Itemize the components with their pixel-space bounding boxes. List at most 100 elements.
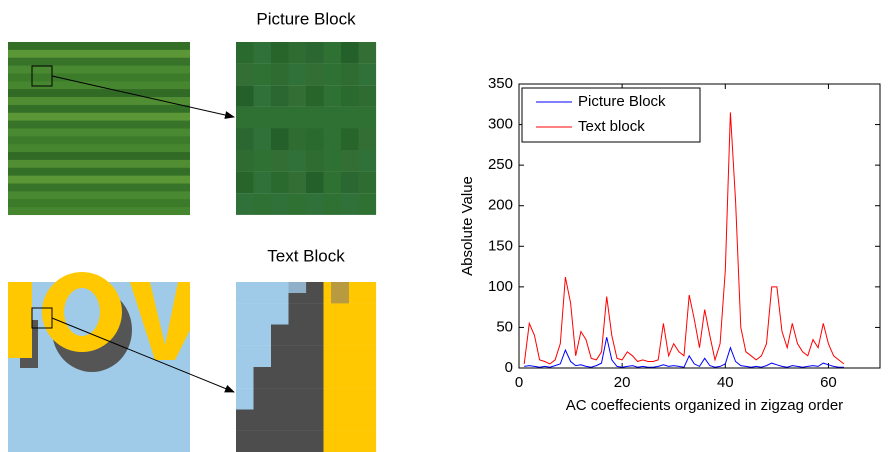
grass-stripe xyxy=(8,121,190,129)
picture-pixel xyxy=(289,107,307,129)
picture-pixel xyxy=(341,85,359,107)
text-pixel xyxy=(306,410,324,431)
text-pixel xyxy=(289,388,307,409)
text-pixel xyxy=(306,325,324,346)
picture-pixel xyxy=(341,193,359,215)
text-pixel xyxy=(289,346,307,367)
legend-label: Text block xyxy=(578,118,645,135)
text-pixel xyxy=(324,367,342,388)
text-pixel xyxy=(324,346,342,367)
text-pixel xyxy=(271,325,289,346)
grass-stripe xyxy=(8,42,190,50)
text-pixel xyxy=(341,346,359,367)
picture-pixel xyxy=(254,193,272,215)
grass-stripe xyxy=(8,81,190,89)
picture-pixel xyxy=(254,64,272,86)
picture-pixel xyxy=(306,172,324,194)
text-pixel xyxy=(359,388,377,409)
picture-pixel xyxy=(236,128,254,150)
x-tick-label: 60 xyxy=(820,374,837,391)
grass-stripe xyxy=(8,152,190,160)
grass-stripe xyxy=(8,105,190,113)
text-pixel xyxy=(236,346,254,367)
text-pixel xyxy=(236,388,254,409)
text-pixel xyxy=(341,367,359,388)
grass-stripe xyxy=(8,50,190,58)
grass-stripe xyxy=(8,199,190,207)
picture-pixel xyxy=(324,150,342,172)
picture-pixel xyxy=(236,150,254,172)
text-pixel xyxy=(289,367,307,388)
picture-pixel xyxy=(271,150,289,172)
text-pixel xyxy=(289,431,307,452)
text-pixel xyxy=(359,431,377,452)
grass-stripe xyxy=(8,207,190,215)
text-pixel xyxy=(254,346,272,367)
x-axis-label: AC coeffecients organized in zigzag orde… xyxy=(566,397,843,414)
text-pixel xyxy=(289,282,307,293)
text-pixel xyxy=(359,410,377,431)
picture-pixel xyxy=(236,85,254,107)
text-pixel xyxy=(254,325,272,346)
picture-pixel xyxy=(306,128,324,150)
picture-pixel xyxy=(289,193,307,215)
text-pixel xyxy=(254,367,272,388)
y-tick-label: 350 xyxy=(488,75,513,92)
picture-pixel xyxy=(289,128,307,150)
x-tick-label: 40 xyxy=(717,374,734,391)
picture-pixel xyxy=(341,172,359,194)
text-pixel xyxy=(236,367,254,388)
picture-pixel xyxy=(306,193,324,215)
picture-pixel xyxy=(289,85,307,107)
text-pixel xyxy=(236,303,254,324)
text-pixel xyxy=(271,388,289,409)
text-pixel xyxy=(324,431,342,452)
grass-stripe xyxy=(8,160,190,168)
x-tick-label: 20 xyxy=(614,374,631,391)
text-pixel xyxy=(271,282,289,303)
text-pixel xyxy=(331,282,349,303)
picture-pixel xyxy=(289,42,307,64)
picture-pixel xyxy=(324,128,342,150)
text-pixel xyxy=(236,431,254,452)
y-tick-label: 300 xyxy=(488,116,513,133)
text-title: Text Block xyxy=(267,246,345,265)
grass-stripe xyxy=(8,183,190,191)
text-pixel xyxy=(271,410,289,431)
text-pixel xyxy=(341,303,359,324)
chart: 0501001502002503003500204060AC coeffecie… xyxy=(459,75,880,414)
letter-i xyxy=(8,282,32,358)
picture-pixel xyxy=(254,172,272,194)
grass-stripe xyxy=(8,168,190,176)
picture-pixel xyxy=(306,42,324,64)
picture-pixel xyxy=(254,85,272,107)
legend-label: Picture Block xyxy=(578,93,666,110)
text-pixel xyxy=(306,367,324,388)
figure: Picture Block Text Block 050100150200250… xyxy=(0,0,889,452)
picture-pixel xyxy=(254,42,272,64)
picture-pixel xyxy=(359,128,377,150)
text-pixel xyxy=(306,346,324,367)
picture-pixel xyxy=(289,150,307,172)
text-pixel xyxy=(236,410,254,431)
picture-pixel xyxy=(254,128,272,150)
picture-pixel xyxy=(271,42,289,64)
text-pixel xyxy=(306,282,324,303)
picture-pixel xyxy=(236,42,254,64)
picture-pixel xyxy=(324,172,342,194)
y-tick-label: 100 xyxy=(488,278,513,295)
picture-pixel xyxy=(271,85,289,107)
picture-pixel xyxy=(306,150,324,172)
text-pixel xyxy=(359,367,377,388)
text-pixel xyxy=(289,303,307,324)
picture-pixel xyxy=(341,150,359,172)
text-pixel xyxy=(254,431,272,452)
text-pixel xyxy=(324,325,342,346)
text-pixel xyxy=(306,388,324,409)
y-tick-label: 50 xyxy=(496,318,513,335)
text-pixel xyxy=(271,431,289,452)
grass-stripe xyxy=(8,89,190,97)
grass-stripe xyxy=(8,113,190,121)
text-pixel xyxy=(341,325,359,346)
text-pixel xyxy=(289,325,307,346)
